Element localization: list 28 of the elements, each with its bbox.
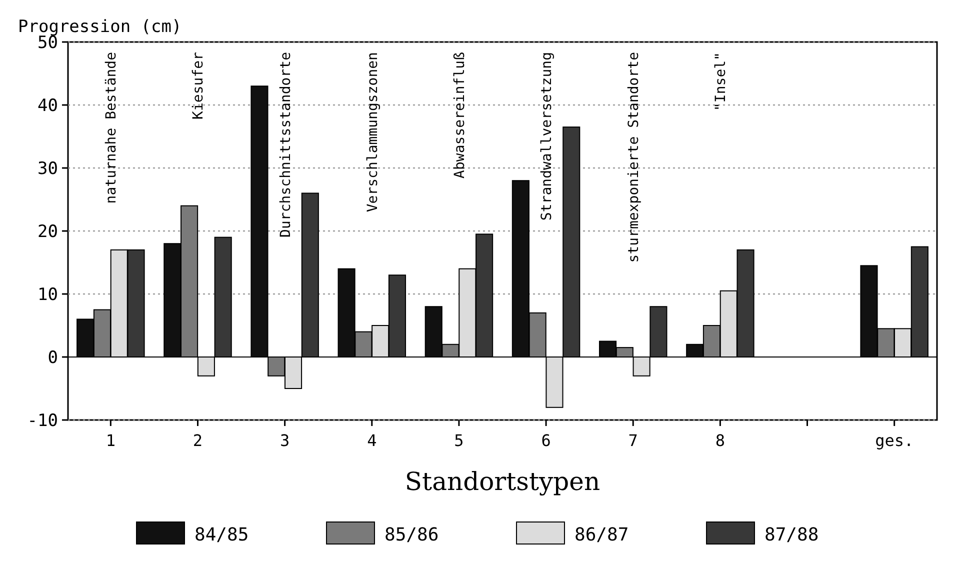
- annotation: Kiesufer: [190, 52, 207, 120]
- x-tick-label: 1: [106, 431, 116, 450]
- x-tick-label: ges.: [875, 431, 914, 450]
- legend-label: 87/88: [764, 524, 819, 546]
- x-tick-label: 2: [192, 431, 203, 450]
- y-tick-label: -10: [27, 410, 58, 431]
- annotation: naturnahe Bestände: [104, 52, 120, 204]
- x-tick-label: 7: [628, 431, 638, 450]
- legend-label: 86/87: [574, 524, 629, 546]
- x-tick-label: 6: [541, 431, 551, 450]
- y-tick-label: 30: [38, 158, 58, 179]
- annotation: "Insel": [713, 52, 730, 112]
- annotation: Verschlammungszonen: [364, 52, 381, 212]
- y-tick-label: 10: [38, 284, 58, 305]
- x-tick-label: 3: [280, 431, 290, 450]
- annotation: sturmexponierte Standorte: [626, 52, 642, 263]
- x-tick-label: 8: [715, 431, 726, 450]
- annotation: Durchschnittsstandorte: [278, 52, 294, 238]
- x-axis-title: Standortstypen: [404, 467, 600, 496]
- legend-label: 84/85: [194, 524, 249, 546]
- annotation: Abwassereinfluß: [452, 52, 468, 178]
- y-tick-label: 40: [38, 96, 58, 116]
- legend-label: 85/86: [384, 524, 439, 546]
- x-tick-label: 5: [454, 431, 464, 450]
- y-tick-label: 20: [38, 222, 58, 242]
- annotation: Strandwallversetzung: [539, 52, 556, 221]
- x-tick-label: 4: [367, 431, 377, 450]
- y-tick-label: 0: [48, 348, 58, 368]
